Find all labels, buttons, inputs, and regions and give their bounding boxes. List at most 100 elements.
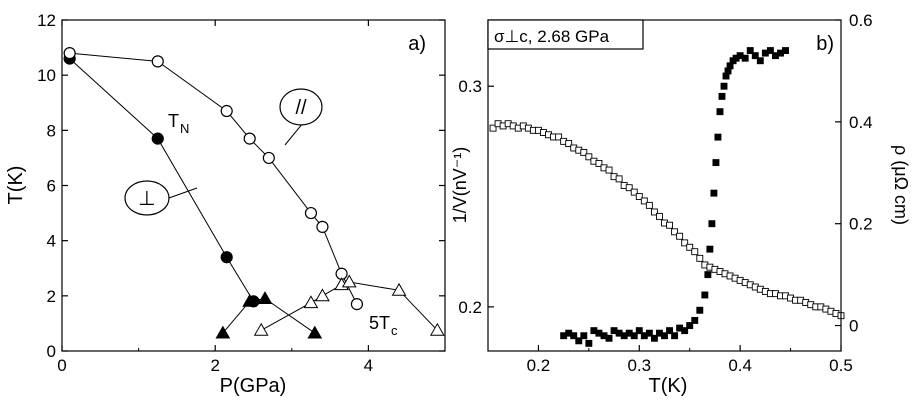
x-tick-label: 4 [364, 356, 373, 375]
series-b0-point [625, 184, 633, 192]
series-b1-point [782, 47, 789, 55]
series-b0-point [555, 133, 563, 141]
series-b1-point [712, 159, 720, 167]
x-tick-label: 0.3 [627, 356, 651, 375]
par-callout [279, 88, 323, 126]
series-b1-point [706, 245, 714, 253]
series-2-point [242, 293, 258, 307]
y-tick-label: 0 [47, 342, 56, 361]
series-b1-point [714, 133, 722, 141]
series-1-point [350, 298, 364, 311]
tn-annotation: TN [168, 111, 189, 136]
series-b1-point [681, 327, 689, 335]
series-1-point [262, 151, 275, 165]
x-tick-label: 0.5 [829, 356, 853, 375]
series-b1-point [756, 57, 764, 65]
series-b0-point [640, 197, 648, 205]
series-b0-point [650, 208, 658, 216]
panel-a-lines [69, 52, 438, 334]
series-b0-point [585, 153, 593, 161]
series-b1-point [708, 220, 716, 228]
tn-sub: N [180, 121, 189, 136]
series-b1-point [741, 54, 749, 62]
tc-sub: c [391, 323, 398, 338]
y-tick-label: 12 [37, 11, 56, 30]
par-leader-line [284, 122, 304, 146]
panel-a-ticks: 0 2 4 0 2 4 6 8 10 12 [37, 11, 445, 375]
series-b1-point [650, 334, 658, 342]
x-tick-label: 0.4 [728, 356, 752, 375]
panel-b-ticks: 0.2 0.3 0.4 0.5 0.2 0.3 0 0.2 0.4 0.6 [458, 11, 872, 375]
panel-a: 0 2 4 0 2 4 6 8 10 12 a) P(GPa) T(K) TN // ⊥ 5Tc [5, 11, 446, 397]
series-b0-point [676, 232, 684, 240]
series-0-point [220, 251, 233, 264]
tc-annotation: 5Tc [369, 313, 398, 338]
series-b1-point [766, 47, 774, 55]
series-b0-point [681, 239, 689, 247]
series-b1-point [580, 332, 588, 340]
series-3-point [391, 282, 407, 296]
series-b1-point [575, 337, 583, 345]
series-b0-point [686, 243, 694, 251]
series-b0-point [645, 201, 653, 209]
series-b0-point [666, 221, 673, 229]
series-b1-point [635, 327, 643, 335]
series-1-point [243, 132, 256, 145]
series-1-point [220, 104, 233, 118]
series-b1-point [671, 332, 679, 340]
series-b0-point [565, 140, 573, 148]
series-b1-point [718, 92, 726, 100]
series-b1-point [704, 271, 712, 279]
series-2-point [215, 325, 231, 339]
x-tick-label: 0 [57, 356, 66, 375]
series-0-line [69, 58, 254, 302]
series-3-point [253, 322, 269, 336]
series-3-point [315, 288, 330, 302]
series-b1-point [686, 322, 694, 329]
panel-b-label: b) [816, 33, 834, 55]
panel-b-markers [489, 47, 845, 347]
y-left-tick-label: 0.2 [458, 298, 482, 317]
y-tick-label: 4 [47, 232, 56, 251]
x-tick-label: 2 [210, 356, 219, 375]
series-b0-point [691, 248, 699, 256]
panel-b: 0.2 0.3 0.4 0.5 0.2 0.3 0 0.2 0.4 0.6 σ⊥c, 2.68 G… [450, 11, 911, 397]
panel-b-ylabel-right: ρ (μΩ cm) [891, 145, 911, 225]
y-left-tick-label: 0.3 [458, 77, 482, 96]
x-tick-label: 0.2 [527, 356, 551, 375]
series-b1-point [751, 52, 759, 60]
series-b1-point [645, 329, 653, 337]
series-b1-point [570, 332, 578, 340]
series-b1-point [691, 316, 699, 324]
y-tick-label: 8 [47, 121, 56, 140]
series-b1-point [585, 339, 593, 347]
series-b0-point [605, 166, 613, 174]
perp-callout [124, 180, 170, 216]
series-b0-point [671, 228, 679, 236]
y-right-tick-label: 0.4 [849, 113, 873, 132]
panel-b-title: σ⊥c, 2.68 GPa [494, 27, 610, 46]
series-b1-point [746, 47, 754, 55]
perp-leader-line [168, 187, 198, 199]
panel-a-label: a) [408, 33, 426, 55]
panel-b-xlabel: T(K) [649, 375, 688, 397]
series-b1-point [696, 306, 704, 314]
panel-b-title-box [487, 19, 644, 50]
series-b1-point [710, 189, 718, 197]
series-b1-point [630, 332, 638, 340]
series-b0-point [580, 148, 588, 156]
y-right-tick-label: 0.6 [849, 11, 873, 30]
panel-b-frame [487, 19, 842, 352]
series-b1-point [720, 82, 728, 90]
series-b1-point [605, 334, 613, 342]
series-b0-point [696, 254, 704, 262]
panel-a-xlabel: P(GPa) [220, 375, 287, 397]
series-b0-point [656, 212, 663, 220]
panel-b-ylabel-left: 1/V(nV⁻¹) [450, 147, 470, 224]
y-tick-label: 2 [47, 287, 56, 306]
series-1-point [304, 206, 318, 220]
series-b0-point [489, 124, 497, 132]
series-1-point [63, 46, 76, 60]
series-3-point [341, 274, 357, 288]
